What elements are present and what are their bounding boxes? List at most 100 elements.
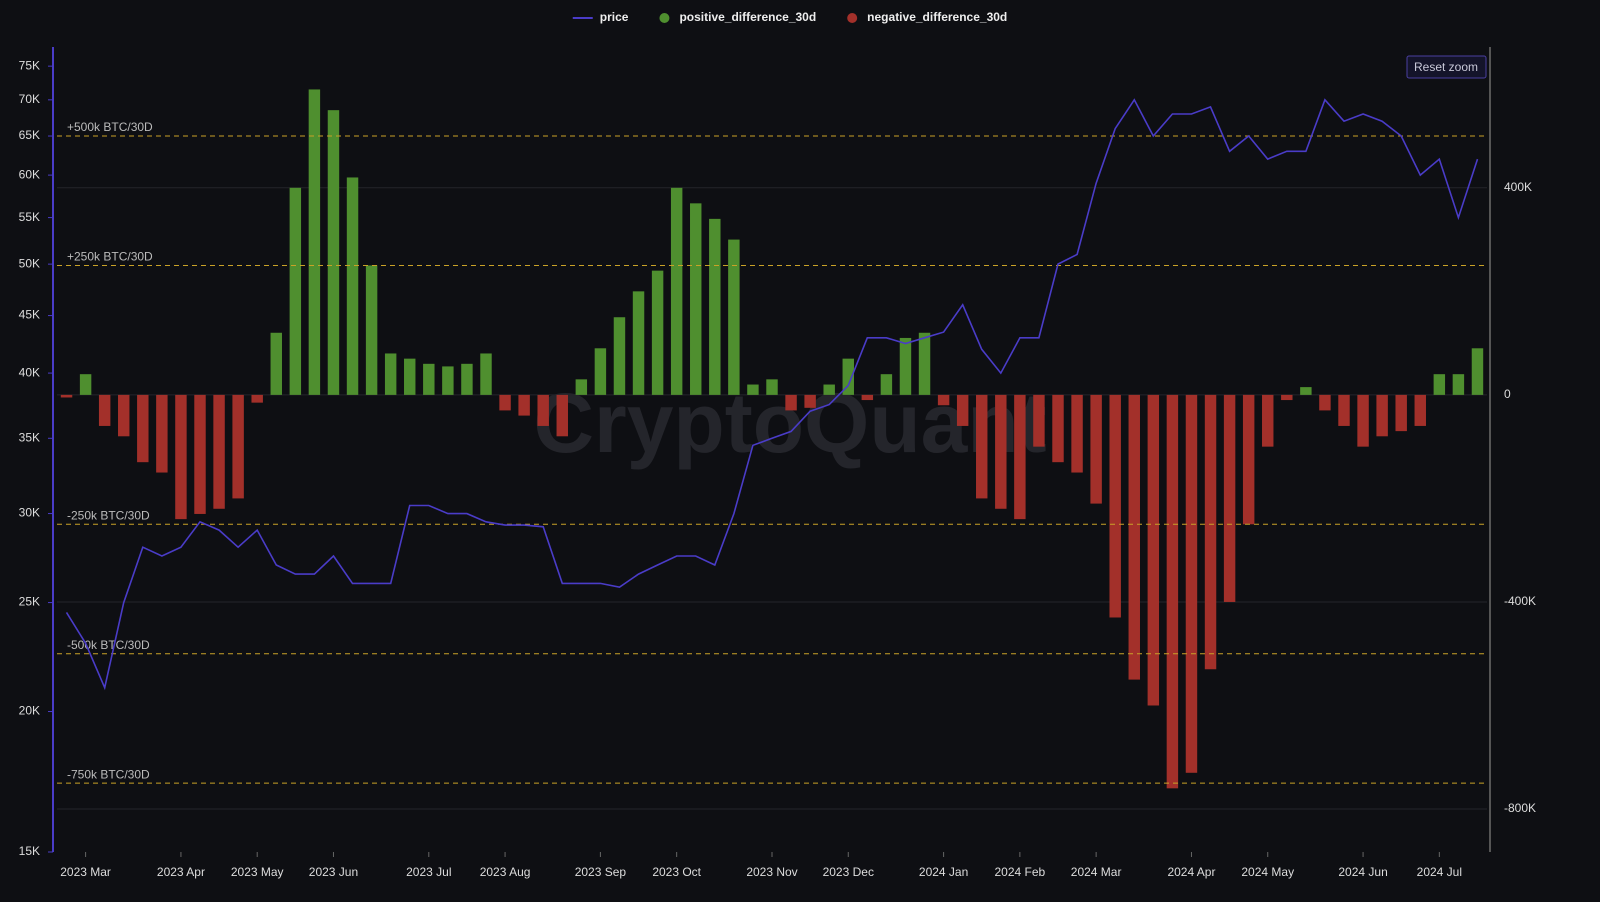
bar (976, 394, 988, 499)
bar (480, 353, 492, 395)
x-tick-label: 2023 Nov (746, 865, 797, 879)
x-tick-label: 2023 Sep (575, 865, 627, 879)
bar (861, 394, 874, 401)
y-tick-label: 40K (19, 365, 40, 379)
bar (194, 394, 206, 514)
x-tick-label: 2024 Jun (1338, 865, 1387, 879)
bar (79, 374, 92, 395)
bar (461, 363, 473, 395)
x-tick-label: 2023 Oct (652, 865, 701, 879)
bar (594, 348, 607, 395)
bar (346, 177, 359, 395)
y-tick-label: 30K (19, 506, 40, 520)
x-tick-label: 2023 May (231, 865, 284, 879)
legend-marker (659, 13, 670, 23)
bar (670, 187, 683, 395)
bar (1376, 394, 1388, 437)
bar (308, 89, 321, 395)
bar (98, 394, 111, 426)
bar (842, 358, 854, 395)
bar (1300, 387, 1312, 395)
bar (747, 384, 759, 395)
legend-marker (847, 13, 858, 23)
bar (518, 394, 530, 416)
x-tick-label: 2023 Aug (480, 865, 531, 879)
legend-label: negative_difference_30d (867, 10, 1007, 24)
bar (1242, 394, 1255, 525)
x-tick-label: 2024 Feb (995, 865, 1046, 879)
bar (1204, 394, 1217, 670)
bar (365, 265, 378, 395)
bar (327, 110, 340, 395)
reset-zoom-button[interactable]: Reset zoom (1406, 55, 1487, 79)
bar (404, 358, 416, 395)
bar (1014, 394, 1026, 520)
bar (613, 317, 626, 395)
bar (1185, 394, 1198, 773)
bar (899, 337, 912, 395)
button-label[interactable]: Reset zoom (1414, 60, 1478, 74)
x-tick-label: 2024 Mar (1071, 865, 1122, 879)
bar (118, 394, 130, 437)
bar (690, 203, 702, 395)
bar (270, 332, 282, 395)
x-tick-label: 2023 Mar (60, 865, 111, 879)
bar (423, 363, 435, 395)
bar (556, 394, 568, 437)
y-tick-label: 15K (19, 844, 40, 858)
x-tick-label: 2023 Jul (406, 865, 451, 879)
bar (1147, 394, 1160, 706)
x-tick-label: 2024 Jul (1417, 865, 1462, 879)
x-tick-label: 2023 Dec (823, 865, 874, 879)
bar (880, 374, 893, 395)
y2-tick-label: -400K (1504, 594, 1536, 608)
bar (1281, 394, 1293, 401)
bar (60, 394, 73, 398)
x-tick-label: 2024 May (1241, 865, 1294, 879)
button-frame[interactable] (1406, 55, 1487, 79)
bar (728, 239, 740, 395)
bar (1357, 394, 1369, 447)
bar (823, 384, 835, 395)
y-tick-label: 25K (19, 595, 40, 609)
bar (956, 394, 969, 426)
bar (918, 332, 931, 395)
bar (632, 291, 645, 395)
x-tick-label: 2023 Apr (157, 865, 205, 879)
price-line (65, 98, 1479, 691)
bar (156, 394, 168, 473)
bar (1433, 374, 1446, 395)
y-tick-label: 75K (19, 58, 40, 72)
bar (766, 379, 778, 395)
bar (1166, 394, 1179, 789)
bar (137, 394, 149, 463)
legend-item: price (572, 10, 629, 24)
legend: price positive_difference_30d negative_dif… (572, 10, 1007, 24)
x-tick-label: 2024 Apr (1167, 865, 1215, 879)
legend-item: positive_difference_30d (659, 10, 816, 24)
bar (785, 394, 797, 411)
bar (1109, 394, 1121, 618)
y-tick-label: 70K (19, 92, 40, 106)
bar (709, 218, 721, 395)
bar (499, 394, 511, 411)
bar (1471, 348, 1484, 395)
y2-tick-label: -800K (1504, 801, 1536, 815)
bar (575, 379, 588, 395)
reference-label: -750k BTC/30D (67, 767, 150, 781)
x-tick-label: 2024 Jan (919, 865, 968, 879)
legend-item: negative_difference_30d (847, 10, 1007, 24)
y2-tick-label: 400K (1504, 180, 1532, 194)
bar (1414, 394, 1426, 426)
y2-tick-label: 0 (1504, 387, 1511, 401)
bar (995, 394, 1007, 509)
bar (1262, 394, 1274, 447)
y-tick-label: 50K (19, 256, 40, 270)
bar (937, 394, 950, 406)
bar (289, 187, 302, 395)
bar (1071, 394, 1083, 473)
bar (651, 270, 664, 395)
y-tick-label: 60K (19, 167, 40, 181)
